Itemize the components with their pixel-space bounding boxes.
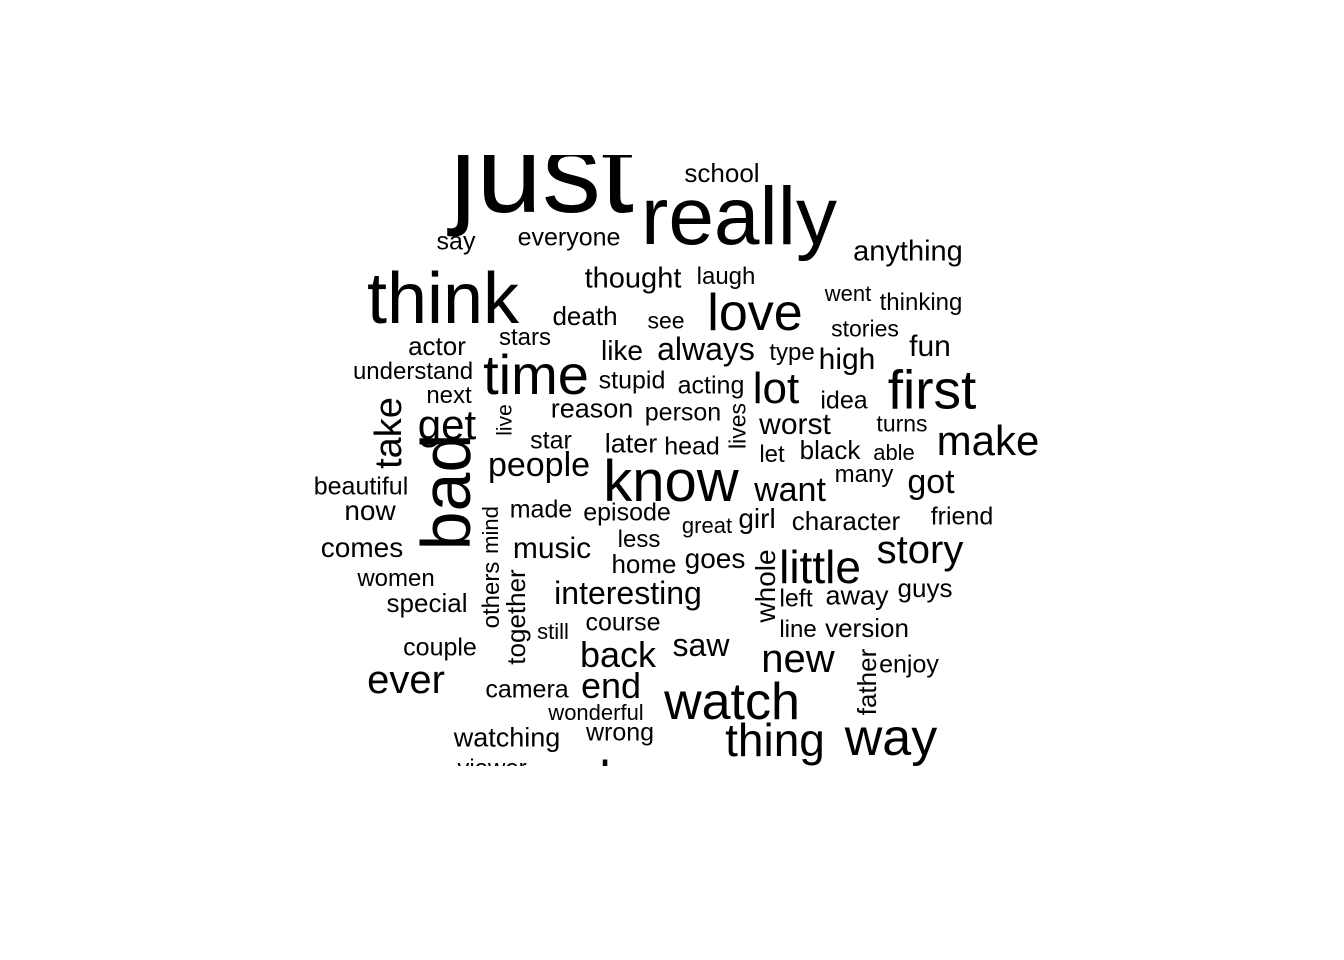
- word-character: character: [791, 506, 901, 536]
- word-next: next: [426, 382, 472, 409]
- word-away: away: [825, 580, 889, 611]
- word-father: father: [852, 648, 882, 716]
- word-got: got: [907, 463, 955, 501]
- word-people: people: [487, 446, 591, 484]
- word-ever: ever: [367, 658, 445, 702]
- word-get: get: [417, 401, 477, 448]
- word-friend: friend: [930, 502, 994, 531]
- word-women: women: [357, 565, 435, 592]
- word-less: less: [617, 526, 661, 553]
- word-guys: guys: [897, 573, 953, 603]
- word-line: line: [779, 616, 817, 643]
- word-anything: anything: [853, 235, 963, 268]
- word-music: music: [512, 532, 592, 565]
- word-great: great: [681, 513, 733, 538]
- word-worst: worst: [759, 408, 831, 441]
- word-goes: goes: [684, 543, 746, 574]
- word-went: went: [824, 281, 872, 306]
- word-first: first: [887, 358, 977, 421]
- word-couple: couple: [403, 633, 477, 662]
- word-idea: idea: [820, 386, 868, 415]
- word-type: type: [769, 339, 815, 366]
- word-girl: girl: [738, 503, 776, 534]
- word-head: head: [664, 432, 720, 461]
- word-laugh: laugh: [696, 263, 756, 290]
- word-everyone: everyone: [517, 223, 621, 252]
- word-special: special: [386, 588, 468, 618]
- word-make: make: [936, 417, 1040, 464]
- word-saw: saw: [672, 627, 730, 663]
- word-back: back: [579, 634, 657, 675]
- word-want: want: [754, 471, 826, 509]
- word-see: see: [647, 307, 685, 334]
- word-many: many: [834, 461, 894, 488]
- word-school: school: [684, 158, 760, 188]
- word-really: really: [641, 171, 837, 262]
- word-still: still: [537, 619, 569, 644]
- word-say: say: [436, 227, 476, 256]
- word-thing: thing: [725, 714, 825, 766]
- word-wrong: wrong: [585, 718, 655, 747]
- word-whole: whole: [750, 549, 781, 623]
- word-stories: stories: [831, 315, 899, 342]
- word-take: take: [368, 397, 410, 469]
- word-thinking: thinking: [879, 289, 963, 316]
- word-know: know: [603, 449, 739, 514]
- word-lives: lives: [724, 402, 751, 450]
- word-always: always: [657, 331, 755, 367]
- word-together: together: [501, 569, 531, 665]
- word-actor: actor: [408, 331, 466, 361]
- word-home: home: [611, 549, 677, 579]
- word-thought: thought: [584, 262, 682, 295]
- word-turns: turns: [876, 410, 928, 437]
- word-episode: episode: [583, 498, 671, 527]
- word-interesting: interesting: [554, 575, 702, 611]
- word-death: death: [552, 301, 618, 331]
- word-camera: camera: [485, 675, 569, 704]
- word-mind: mind: [478, 506, 503, 554]
- word-bad: bad: [407, 433, 485, 551]
- word-new: new: [761, 637, 835, 681]
- word-love: love: [707, 284, 803, 342]
- word-way: way: [844, 709, 938, 766]
- word-star: star: [530, 426, 572, 455]
- word-little: little: [779, 541, 861, 593]
- word-also: also: [570, 754, 665, 766]
- word-reason: reason: [550, 393, 634, 424]
- word-now: now: [344, 495, 396, 526]
- word-let: let: [759, 441, 785, 468]
- word-version: version: [825, 613, 909, 643]
- word-comes: comes: [320, 532, 404, 563]
- word-course: course: [585, 608, 661, 637]
- word-left: left: [779, 584, 813, 613]
- word-live: live: [493, 404, 517, 436]
- word-beautiful: beautiful: [313, 472, 409, 501]
- word-like: like: [600, 335, 644, 366]
- word-cloud-area: just really think bad time know love fir…: [300, 155, 1060, 766]
- word-viewer: viewer: [457, 757, 526, 767]
- word-just: just: [450, 155, 634, 238]
- word-watch: watch: [664, 673, 800, 731]
- word-think: think: [366, 259, 520, 339]
- word-time: time: [483, 343, 589, 406]
- word-acting: acting: [677, 371, 745, 400]
- word-stars: stars: [498, 324, 552, 351]
- word-understand: understand: [352, 358, 474, 385]
- word-end: end: [580, 665, 642, 706]
- word-later: later: [604, 428, 658, 459]
- word-able: able: [873, 440, 915, 465]
- word-fun: fun: [909, 330, 951, 363]
- word-black: black: [799, 435, 861, 465]
- word-story: story: [876, 528, 964, 572]
- word-wonderful: wonderful: [548, 700, 644, 725]
- word-watching: watching: [453, 722, 561, 753]
- word-person: person: [644, 398, 722, 427]
- word-stupid: stupid: [598, 366, 666, 395]
- word-high: high: [818, 343, 876, 376]
- word-enjoy: enjoy: [879, 650, 939, 679]
- word-made: made: [509, 495, 573, 524]
- word-lot: lot: [752, 364, 800, 413]
